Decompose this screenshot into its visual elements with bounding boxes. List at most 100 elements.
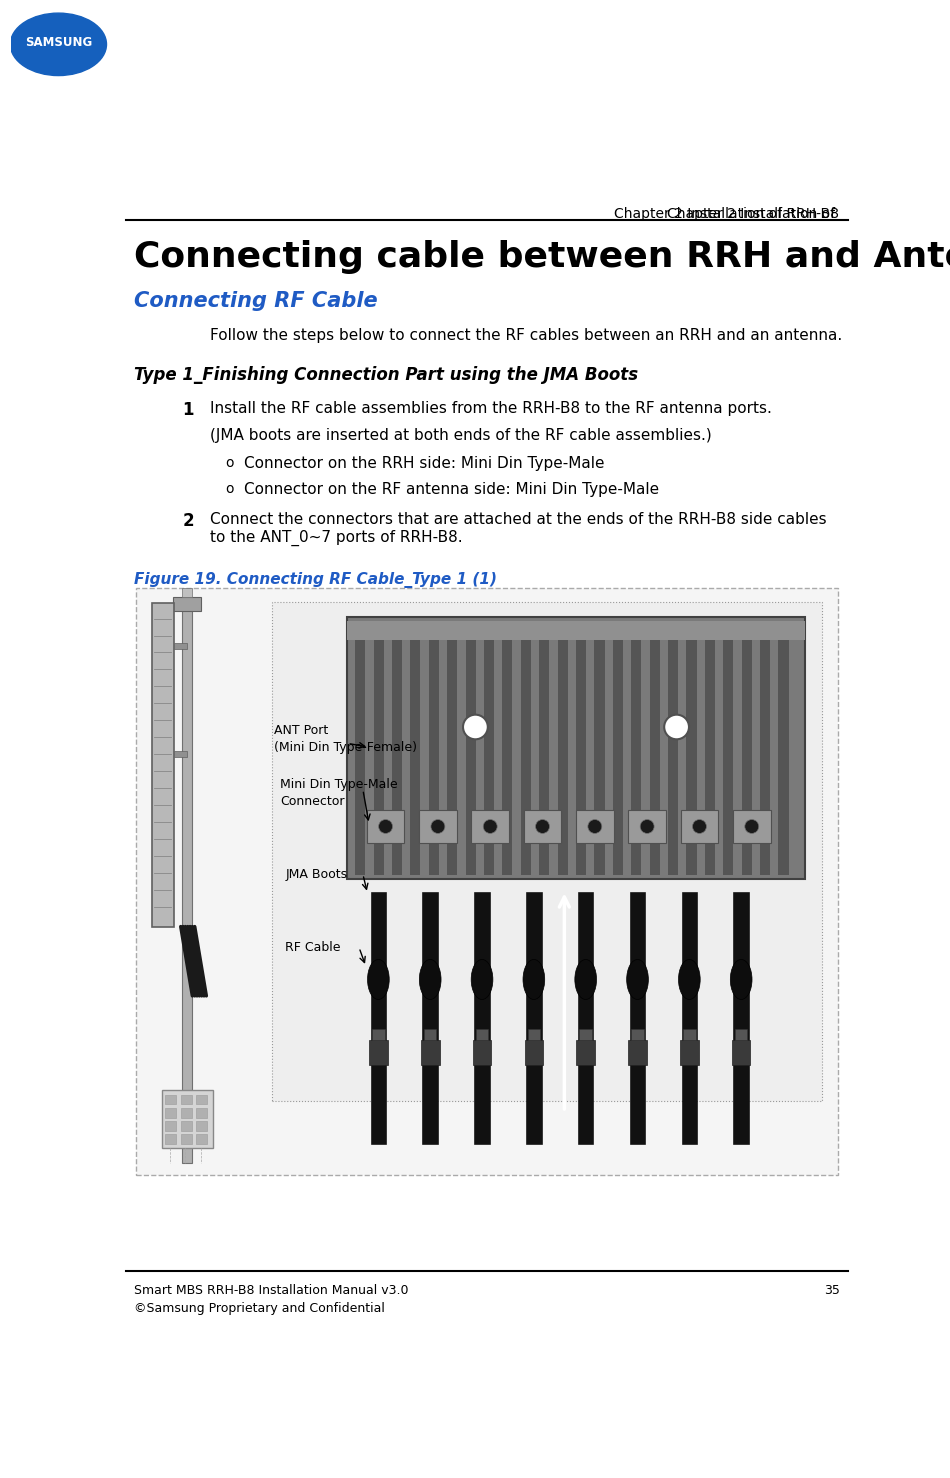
Bar — [474, 893, 490, 1144]
Ellipse shape — [419, 959, 441, 999]
Bar — [165, 1108, 176, 1117]
Bar — [778, 621, 788, 875]
Text: o: o — [226, 482, 235, 495]
Ellipse shape — [368, 959, 390, 999]
Bar — [152, 603, 174, 927]
Ellipse shape — [627, 959, 648, 999]
Bar — [733, 893, 749, 1144]
Ellipse shape — [471, 959, 493, 999]
Bar — [680, 1041, 698, 1064]
Bar — [373, 621, 384, 875]
Ellipse shape — [575, 959, 597, 999]
Bar — [197, 1122, 207, 1131]
Bar — [628, 1041, 647, 1064]
Bar — [580, 1030, 592, 1041]
Bar — [180, 1122, 192, 1131]
Bar — [392, 621, 402, 875]
Bar — [735, 1030, 748, 1041]
Circle shape — [640, 819, 655, 834]
Bar — [524, 1041, 543, 1064]
Text: RF Cable: RF Cable — [285, 941, 341, 953]
Bar — [576, 621, 586, 875]
Text: SAMSUNG: SAMSUNG — [25, 37, 92, 49]
Bar — [182, 588, 192, 597]
Text: Install the RF cable assemblies from the RRH-B8 to the RF antenna ports.: Install the RF cable assemblies from the… — [210, 401, 772, 415]
Bar — [165, 1135, 176, 1144]
Bar — [681, 893, 697, 1144]
Text: Chapter 2 Installation of RRH-B8: Chapter 2 Installation of RRH-B8 — [615, 207, 840, 220]
Bar — [630, 893, 645, 1144]
Text: 2: 2 — [182, 513, 194, 531]
Bar — [650, 621, 659, 875]
Bar — [180, 1095, 192, 1104]
Text: Mini Din Type-Male
Connector: Mini Din Type-Male Connector — [280, 779, 398, 808]
Bar — [182, 599, 192, 1163]
Bar — [760, 621, 770, 875]
Bar — [476, 1030, 488, 1041]
Text: Smart MBS RRH-B8 Installation Manual v3.0
©Samsung Proprietary and Confidential: Smart MBS RRH-B8 Installation Manual v3.… — [134, 1284, 408, 1315]
Bar — [577, 1041, 595, 1064]
Bar — [180, 1135, 192, 1144]
Bar — [484, 621, 494, 875]
Bar — [503, 621, 512, 875]
Bar — [162, 1089, 213, 1147]
Bar — [521, 621, 531, 875]
Bar — [631, 621, 641, 875]
Circle shape — [588, 819, 601, 834]
Bar — [471, 810, 509, 842]
Bar — [742, 621, 751, 875]
Bar — [595, 621, 604, 875]
Bar — [372, 1030, 385, 1041]
Circle shape — [693, 819, 707, 834]
Text: o: o — [226, 457, 235, 470]
Text: 35: 35 — [824, 1284, 840, 1296]
Bar — [527, 1030, 540, 1041]
Bar — [136, 588, 838, 1175]
Text: 1: 1 — [182, 401, 194, 418]
Bar — [165, 1122, 176, 1131]
Bar — [421, 1041, 440, 1064]
Text: Type 1_Finishing Connection Part using the JMA Boots: Type 1_Finishing Connection Part using t… — [134, 367, 638, 384]
Bar — [526, 893, 542, 1144]
Bar — [466, 621, 476, 875]
Bar — [197, 1135, 207, 1144]
Circle shape — [536, 819, 549, 834]
Bar — [197, 1095, 207, 1104]
Bar — [423, 893, 438, 1144]
Bar — [558, 621, 568, 875]
Text: Connecting cable between RRH and Antenna: Connecting cable between RRH and Antenna — [134, 241, 950, 275]
Bar — [723, 621, 733, 875]
Text: Connector on the RRH side: Mini Din Type-Male: Connector on the RRH side: Mini Din Type… — [244, 457, 605, 471]
Bar — [355, 621, 365, 875]
Bar — [732, 1041, 750, 1064]
Bar — [348, 621, 805, 640]
Bar — [424, 1030, 436, 1041]
Ellipse shape — [523, 959, 544, 999]
Text: Connector on the RF antenna side: Mini Din Type-Male: Connector on the RF antenna side: Mini D… — [244, 482, 659, 497]
Bar — [576, 810, 614, 842]
Bar — [180, 1108, 192, 1117]
Bar — [419, 810, 457, 842]
Bar — [628, 810, 666, 842]
Bar — [668, 621, 678, 875]
Bar — [165, 1095, 176, 1104]
Bar — [197, 1108, 207, 1117]
Text: Connect the connectors that are attached at the ends of the RRH-B8 side cables
t: Connect the connectors that are attached… — [210, 513, 826, 545]
Text: Chapter 2 Installation of: Chapter 2 Installation of — [667, 207, 840, 220]
Ellipse shape — [731, 959, 752, 999]
Bar — [680, 810, 718, 842]
Circle shape — [431, 819, 445, 834]
Text: ANT Port
(Mini Din Type-Female): ANT Port (Mini Din Type-Female) — [274, 724, 417, 754]
Bar — [613, 621, 623, 875]
Bar — [687, 621, 696, 875]
Text: JMA Boots: JMA Boots — [285, 868, 348, 881]
Text: Follow the steps below to connect the RF cables between an RRH and an antenna.: Follow the steps below to connect the RF… — [210, 328, 843, 343]
Text: Connecting RF Cable: Connecting RF Cable — [134, 291, 378, 312]
Bar — [632, 1030, 644, 1041]
Bar — [367, 810, 405, 842]
Bar — [523, 810, 561, 842]
Bar — [348, 616, 805, 879]
Bar — [683, 1030, 695, 1041]
Ellipse shape — [10, 13, 106, 75]
Bar — [370, 893, 386, 1144]
